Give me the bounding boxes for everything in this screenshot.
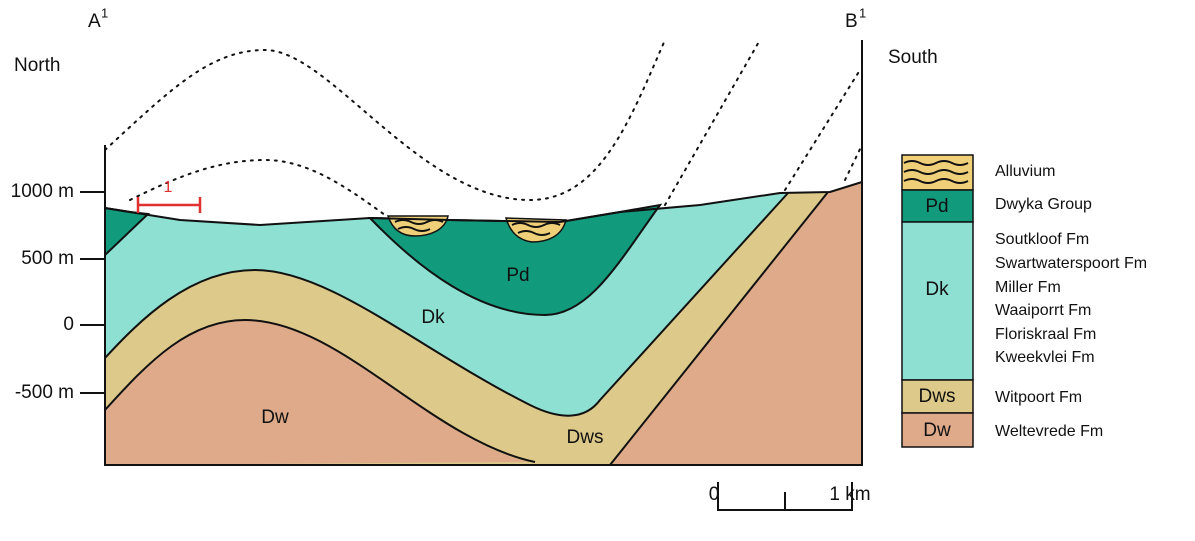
projected-contact: [845, 145, 862, 180]
legend-formation: Miller Fm: [995, 279, 1061, 296]
direction-label: North: [14, 55, 60, 76]
legend-name: Alluvium: [995, 163, 1055, 180]
section-start: A: [88, 11, 101, 32]
depth-label: -500 m: [15, 382, 74, 403]
projected-fold: [105, 40, 665, 200]
marker-label: 1: [164, 179, 173, 196]
projected-contact: [665, 40, 760, 205]
legend-formation: Swartwaterspoort Fm: [995, 255, 1147, 272]
unit-label: Dw: [261, 407, 289, 428]
location-marker: [138, 197, 200, 213]
section-end: B: [845, 11, 858, 32]
section-end-superscript: 1: [859, 5, 866, 20]
section-start-superscript: 1: [101, 5, 108, 20]
depth-label: 0: [63, 314, 74, 335]
legend-formation: Kweekvlei Fm: [995, 349, 1095, 366]
unit-label: Dws: [567, 427, 604, 448]
unit-label: Dk: [421, 307, 445, 328]
unit-label: Pd: [506, 265, 529, 286]
scale-label: 1 km: [829, 484, 870, 505]
legend-name: Witpoort Fm: [995, 389, 1082, 406]
legend-symbol: Dk: [925, 279, 949, 300]
depth-label: 1000 m: [11, 181, 74, 202]
legend-name: Dwyka Group: [995, 196, 1092, 213]
legend-formation: Soutkloof Fm: [995, 231, 1089, 248]
depth-label: 500 m: [21, 248, 74, 269]
direction-label: South: [888, 47, 938, 68]
cross-section: 1000 m 500 m 0 -500 m A 1 B 1 North Sout…: [0, 0, 1195, 541]
legend-swatch: [902, 222, 973, 380]
legend-formation: Waaiporrt Fm: [995, 302, 1091, 319]
legend-symbol: Dw: [923, 420, 951, 441]
legend-symbol: Dws: [919, 386, 956, 407]
legend-formation: Floriskraal Fm: [995, 326, 1096, 343]
scale-label: 0: [709, 484, 720, 505]
legend-symbol: Pd: [925, 196, 948, 217]
legend-name: Weltevrede Fm: [995, 423, 1103, 440]
